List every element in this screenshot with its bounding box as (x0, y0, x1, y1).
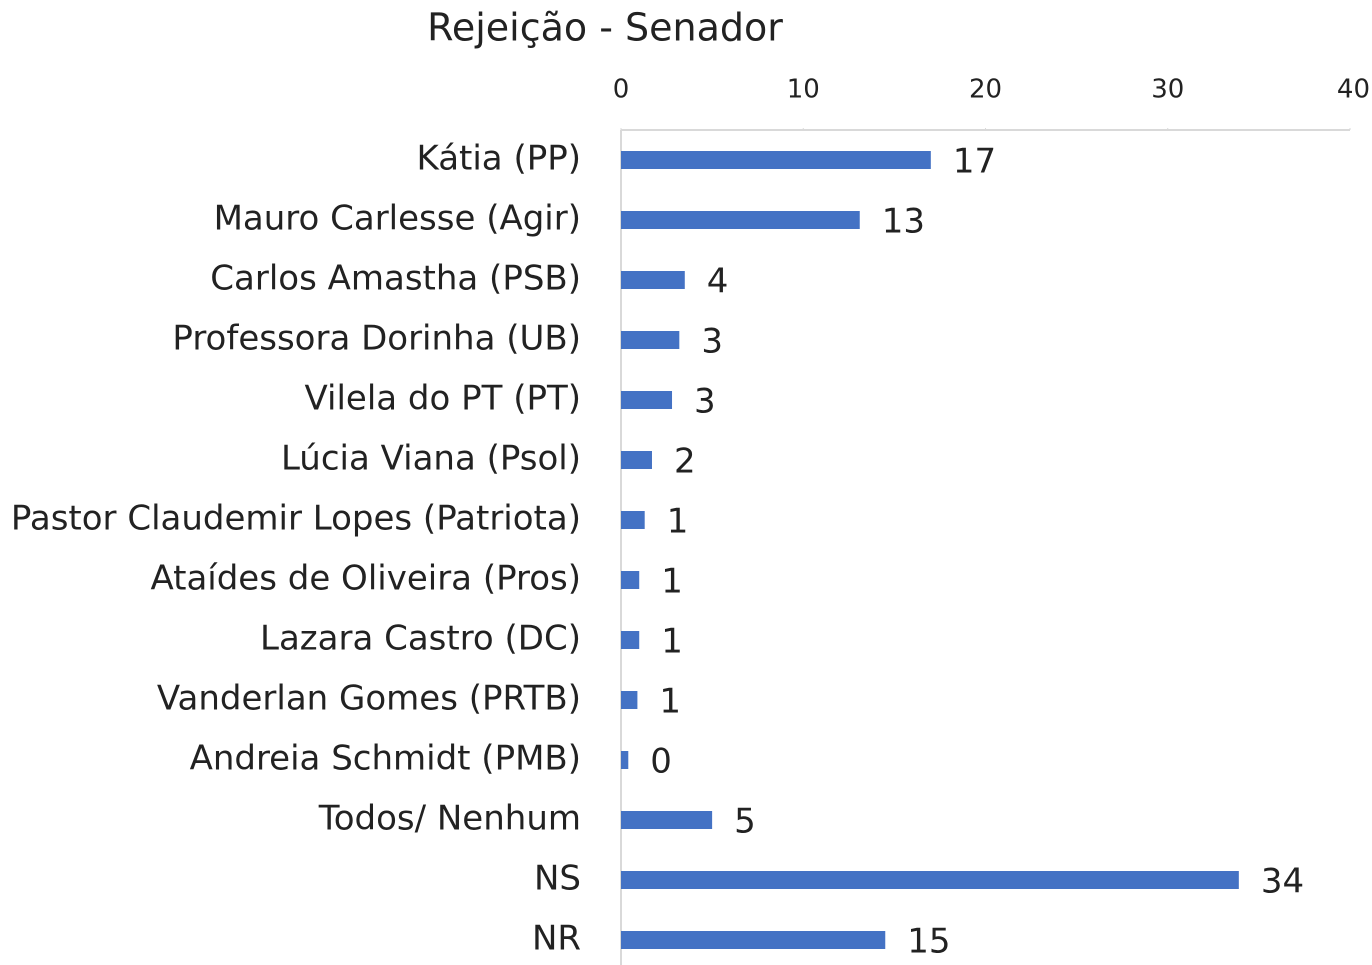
chart-title: Rejeição - Senador (427, 6, 783, 50)
y-tick-label: Professora Dorinha (UB) (172, 319, 581, 359)
data-label: 5 (734, 802, 756, 842)
data-label: 1 (659, 682, 681, 722)
bar (621, 331, 680, 349)
x-tick-label: 40 (1337, 75, 1370, 105)
data-label: 13 (882, 202, 925, 242)
data-label: 15 (907, 922, 950, 962)
y-tick-label: NR (532, 919, 581, 959)
bar (621, 631, 640, 649)
data-label: 3 (694, 382, 716, 422)
bar (621, 811, 713, 829)
data-label: 1 (667, 502, 689, 542)
bar (621, 271, 685, 289)
bar (621, 211, 860, 229)
y-tick-label: Vilela do PT (PT) (305, 379, 581, 419)
y-tick-label: Mauro Carlesse (Agir) (214, 199, 581, 239)
y-tick-label: Pastor Claudemir Lopes (Patriota) (11, 499, 581, 539)
y-tick-label: Todos/ Nenhum (318, 799, 581, 839)
y-tick-label: Lazara Castro (DC) (260, 619, 581, 659)
bar (621, 511, 645, 529)
bar (621, 871, 1239, 889)
bar (621, 451, 652, 469)
bar (621, 691, 638, 709)
y-tick-label: Vanderlan Gomes (PRTB) (157, 679, 581, 719)
data-label: 1 (661, 622, 683, 662)
x-tick-label: 20 (969, 75, 1002, 105)
bar (621, 151, 931, 169)
data-label: 34 (1261, 862, 1304, 902)
y-tick-label: Lúcia Viana (Psol) (281, 439, 581, 479)
bar (621, 571, 640, 589)
data-label: 1 (661, 562, 683, 602)
y-tick-label: NS (534, 859, 581, 899)
bar (621, 751, 629, 769)
y-tick-label: Kátia (PP) (417, 139, 582, 179)
y-tick-label: Andreia Schmidt (PMB) (190, 739, 581, 779)
data-label: 4 (707, 262, 729, 302)
bar (621, 391, 673, 409)
y-tick-label: Ataídes de Oliveira (Pros) (150, 559, 581, 599)
data-label: 2 (674, 442, 696, 482)
x-tick-label: 10 (787, 75, 820, 105)
data-label: 0 (650, 742, 672, 782)
y-tick-label: Carlos Amastha (PSB) (210, 259, 581, 299)
bar (621, 931, 886, 949)
data-label: 17 (953, 142, 996, 182)
data-label: 3 (701, 322, 723, 362)
x-tick-label: 30 (1151, 75, 1184, 105)
x-tick-label: 0 (613, 75, 630, 105)
